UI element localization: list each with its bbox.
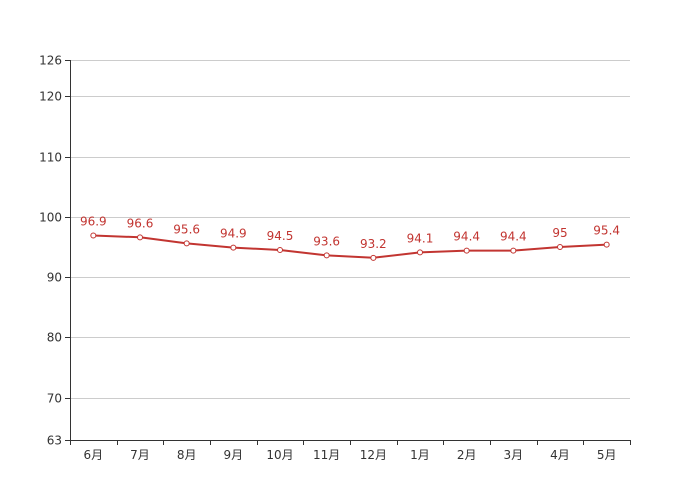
y-tick-label: 70: [47, 392, 62, 406]
data-label: 94.5: [267, 229, 294, 243]
data-label: 96.6: [127, 216, 154, 230]
y-tick-label: 100: [39, 211, 62, 225]
data-point: [557, 243, 563, 250]
data-point: [230, 244, 237, 251]
x-tick-label: 1月: [410, 448, 430, 462]
grid-lines: [70, 60, 630, 399]
x-tick-label: 5月: [597, 448, 617, 462]
data-point: [90, 232, 97, 239]
data-label: 96.9: [80, 215, 107, 229]
x-tick-label: 10月: [266, 448, 293, 462]
data-label: 94.4: [453, 230, 480, 244]
x-tick-label: 3月: [504, 448, 524, 462]
x-tick-label: 12月: [360, 448, 387, 462]
series-line: [93, 234, 607, 259]
data-point: [277, 247, 283, 253]
series-layer: [90, 232, 610, 261]
x-tick-label: 6月: [84, 448, 104, 462]
y-tick-label: 110: [39, 151, 62, 165]
data-point: [183, 240, 190, 247]
data-label: 94.4: [500, 230, 527, 244]
data-point: [417, 249, 423, 256]
data-label: 94.1: [407, 231, 434, 245]
data-label: 94.9: [220, 227, 247, 241]
data-point: [510, 247, 517, 254]
data-point: [323, 252, 330, 259]
x-tick-label: 4月: [550, 448, 570, 462]
y-tick-label: 120: [39, 90, 62, 104]
axes: 63 70 80 90 100 110 120 126 6月 7月 8月 9月 10月 11月 12月 1月 2…: [39, 54, 631, 462]
y-tick-label: 63: [47, 434, 62, 448]
data-label: 95: [552, 226, 567, 240]
data-label: 95.4: [593, 224, 620, 238]
x-tick-label: 8月: [177, 448, 197, 462]
y-tick-label: 126: [39, 54, 62, 68]
y-tick-label: 80: [47, 331, 62, 345]
x-tick-label: 9月: [224, 448, 244, 462]
x-tick-label: 7月: [130, 448, 150, 462]
data-point: [463, 247, 470, 254]
data-label: 93.2: [360, 237, 387, 251]
data-point: [137, 234, 143, 241]
data-point: [370, 254, 377, 261]
y-tick-label: 90: [47, 271, 62, 285]
x-tick-label: 2月: [457, 448, 477, 462]
data-labels: 96.9 96.6 95.6 94.9 94.5 93.6 93.2 94.1 94.4 94.4…: [80, 215, 620, 251]
data-label: 93.6: [313, 234, 340, 248]
data-label: 95.6: [173, 222, 200, 236]
data-point: [603, 241, 610, 248]
x-tick-label: 11月: [313, 448, 340, 462]
